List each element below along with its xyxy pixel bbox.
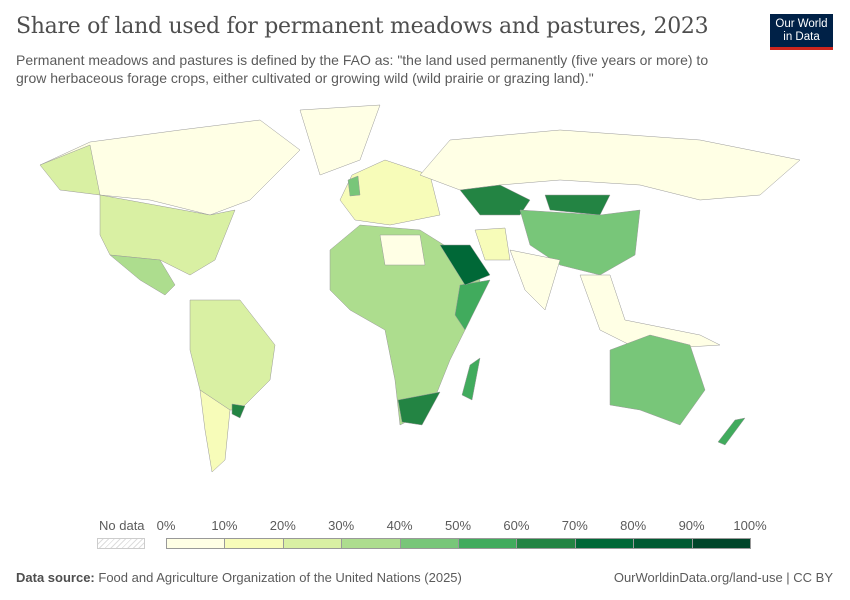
country-india[interactable] <box>509 249 561 311</box>
country-europe[interactable] <box>339 159 441 226</box>
legend-tick-label: 0% <box>156 518 176 533</box>
legend-tick-label: 30% <box>328 518 355 533</box>
country-united-states[interactable] <box>99 194 236 276</box>
legend-bin[interactable] <box>458 538 518 549</box>
legend-tick-label: 60% <box>503 518 530 533</box>
country-uruguay[interactable] <box>231 403 246 419</box>
country-madagascar[interactable] <box>461 357 481 401</box>
country-greenland[interactable] <box>299 104 381 176</box>
legend-tick-label: 50% <box>444 518 472 533</box>
legend-tick-label: 10% <box>211 518 238 533</box>
country-sahara[interactable] <box>379 234 426 266</box>
legend-bin[interactable] <box>574 538 635 549</box>
legend-bin[interactable] <box>691 538 751 549</box>
country-africa[interactable] <box>329 224 481 426</box>
logo-line1: Our World <box>775 18 828 30</box>
no-data-label: No data <box>99 518 145 533</box>
country-canada[interactable] <box>39 119 301 216</box>
legend-tick-label: 40% <box>386 518 413 533</box>
country-mexico[interactable] <box>109 254 176 296</box>
logo-line2: in Data <box>783 31 820 43</box>
legend-tick-label: 20% <box>269 518 296 533</box>
country-new-zealand[interactable] <box>717 417 746 446</box>
legend-bin[interactable] <box>633 538 693 549</box>
country-australia[interactable] <box>609 334 706 426</box>
legend-bin[interactable] <box>516 538 576 549</box>
legend-bin[interactable] <box>341 538 401 549</box>
source-label: Data source: <box>16 570 95 585</box>
legend-tick-label: 80% <box>620 518 647 533</box>
legend-bin[interactable] <box>166 538 226 549</box>
chart-title: Share of land used for permanent meadows… <box>16 14 709 39</box>
color-legend: No data 0% 10% 20% 30% 40% 50% 60% 70% 80% 90% 100… <box>0 510 850 555</box>
chart-subtitle: Permanent meadows and pastures is define… <box>16 52 709 86</box>
world-map[interactable] <box>0 100 850 505</box>
country-argentina[interactable] <box>199 389 231 473</box>
country-south-africa[interactable] <box>397 391 441 426</box>
legend-tick-label: 90% <box>678 518 705 533</box>
no-data-swatch[interactable] <box>97 538 145 549</box>
country-saudi-arabia[interactable] <box>439 244 491 286</box>
legend-bin[interactable] <box>282 538 343 549</box>
country-china[interactable] <box>519 209 641 276</box>
country-somalia[interactable] <box>454 279 491 331</box>
source-text: Food and Agriculture Organization of the… <box>98 570 462 585</box>
legend-bin[interactable] <box>224 538 284 549</box>
data-source: Data source: Food and Agriculture Organi… <box>16 570 462 585</box>
source-link[interactable]: OurWorldinData.org/land-use | CC BY <box>613 570 833 585</box>
legend-tick-label: 100% <box>733 518 767 533</box>
legend-bin[interactable] <box>399 538 459 549</box>
country-kazakhstan[interactable] <box>459 184 531 216</box>
owid-logo[interactable]: Our World in Data <box>770 14 833 50</box>
country-united-kingdom[interactable] <box>347 175 361 197</box>
country-southeast-asia[interactable] <box>579 274 721 351</box>
legend-tick-label: 70% <box>561 518 588 533</box>
country-iran[interactable] <box>474 227 511 261</box>
